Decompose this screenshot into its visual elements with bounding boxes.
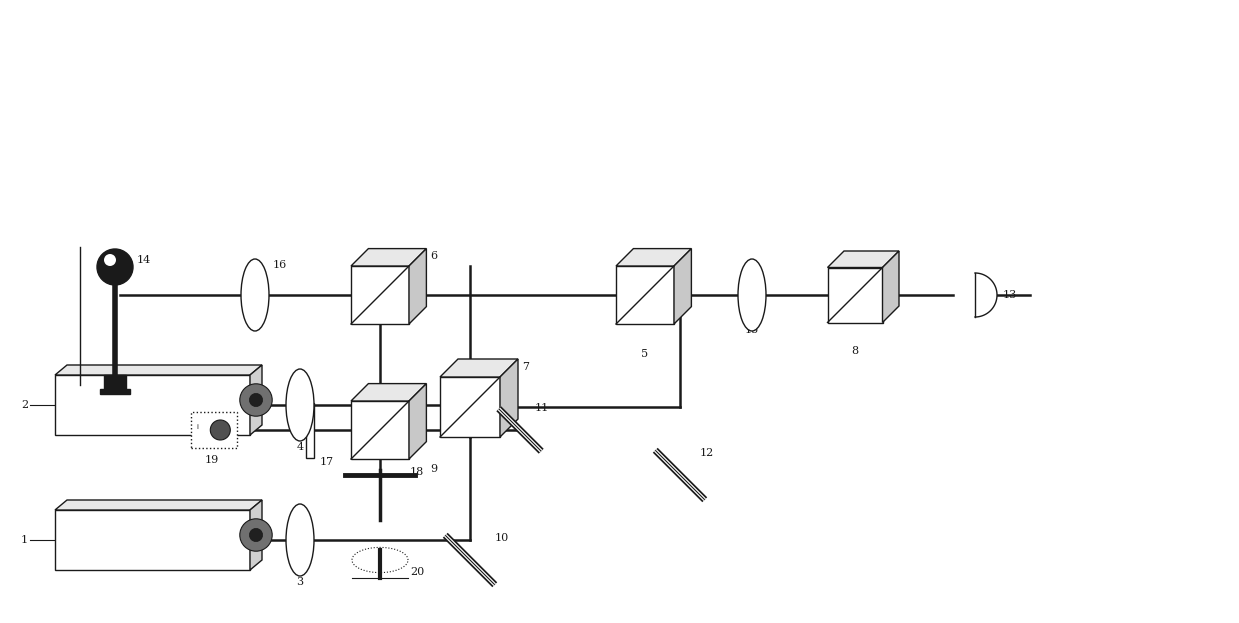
Circle shape [104,254,116,266]
Text: 12: 12 [700,448,714,458]
Circle shape [249,393,263,407]
Bar [99,389,130,394]
Bar [351,266,409,324]
Text: 14: 14 [138,255,151,265]
Text: 2: 2 [21,400,28,410]
Ellipse shape [738,259,766,331]
Text: 4: 4 [296,442,304,452]
Circle shape [249,528,263,541]
Ellipse shape [242,259,269,331]
Text: 18: 18 [410,467,424,477]
Text: 13: 13 [1004,290,1017,300]
Bar [55,510,250,570]
Circle shape [97,249,133,285]
Text: 17: 17 [320,457,335,467]
Polygon shape [674,249,691,324]
Bar [440,377,501,437]
Bar [104,375,126,389]
Text: 10: 10 [496,533,509,543]
Polygon shape [616,249,691,266]
Text: 16: 16 [273,260,287,270]
Text: i: i [196,424,198,430]
Polygon shape [501,359,518,437]
Polygon shape [55,500,261,510]
Polygon shape [975,273,997,317]
Ellipse shape [286,504,313,576]
Bar [55,375,250,435]
Polygon shape [409,249,426,324]
Circle shape [211,420,230,440]
Text: 7: 7 [522,362,529,372]
Polygon shape [55,365,261,375]
Polygon shape [440,359,518,377]
Bar [351,401,409,459]
Polygon shape [409,384,426,459]
Bar [616,266,674,324]
Text: 8: 8 [851,346,859,356]
Text: 19: 19 [204,455,219,465]
Polygon shape [828,251,900,267]
Polygon shape [250,500,261,570]
Text: 3: 3 [296,577,304,587]
Ellipse shape [286,369,313,441]
Bar [191,412,237,448]
Text: 1: 1 [21,535,28,545]
Polygon shape [351,249,426,266]
Text: 20: 20 [410,567,424,577]
Text: 6: 6 [430,251,437,261]
Circle shape [240,384,273,416]
Polygon shape [882,251,900,323]
Bar [828,267,882,323]
Text: 11: 11 [535,403,549,413]
Bar [306,402,313,457]
Text: 5: 5 [642,349,648,359]
Polygon shape [250,365,261,435]
Polygon shape [351,384,426,401]
Text: 15: 15 [745,325,760,335]
Circle shape [240,519,273,551]
Text: 9: 9 [430,464,437,474]
